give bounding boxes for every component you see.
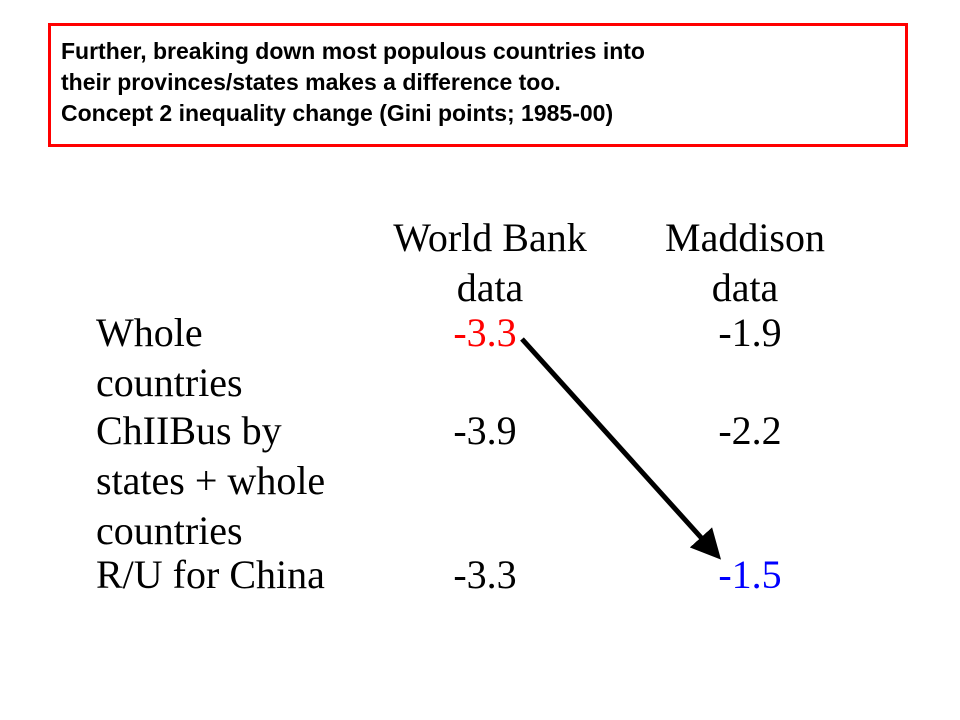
value-chiibus-world-bank: -3.9 <box>453 408 517 453</box>
row-label-line: countries <box>96 508 243 553</box>
column-header-maddison-line-1: Maddison <box>665 215 825 260</box>
title-line-2: their provinces/states makes a differenc… <box>61 69 561 95</box>
row-label-line: Whole <box>96 310 203 355</box>
title-line-3: Concept 2 inequality change (Gini points… <box>61 100 614 126</box>
row-label-whole-countries: Whole countries <box>96 308 243 408</box>
value-ru-china-world-bank: -3.3 <box>453 552 517 597</box>
value-ru-china-maddison: -1.5 <box>718 552 782 597</box>
arrow-line <box>520 337 722 560</box>
row-label-line: states + whole <box>96 458 326 503</box>
column-header-maddison-line-2: data <box>711 265 779 310</box>
column-header-world-bank-line-1: World Bank <box>393 215 587 260</box>
row-label-line: R/U for China <box>96 552 325 597</box>
row-label-line: ChIIBus by <box>96 408 282 453</box>
row-label-ru-for-china: R/U for China <box>96 550 325 600</box>
column-header-world-bank-line-2: data <box>456 265 524 310</box>
row-label-line: countries <box>96 360 243 405</box>
slide-title-box: Further, breaking down most populous cou… <box>48 23 908 147</box>
value-whole-countries-maddison: -1.9 <box>718 310 782 355</box>
value-whole-countries-world-bank: -3.3 <box>453 310 517 355</box>
row-label-chiibus-by-states: ChIIBus by states + whole countries <box>96 406 325 556</box>
column-header-world-bank: World Bank data <box>360 213 620 313</box>
title-line-1: Further, breaking down most populous cou… <box>61 38 645 64</box>
value-chiibus-maddison: -2.2 <box>718 408 782 453</box>
column-header-maddison: Maddison data <box>630 213 860 313</box>
